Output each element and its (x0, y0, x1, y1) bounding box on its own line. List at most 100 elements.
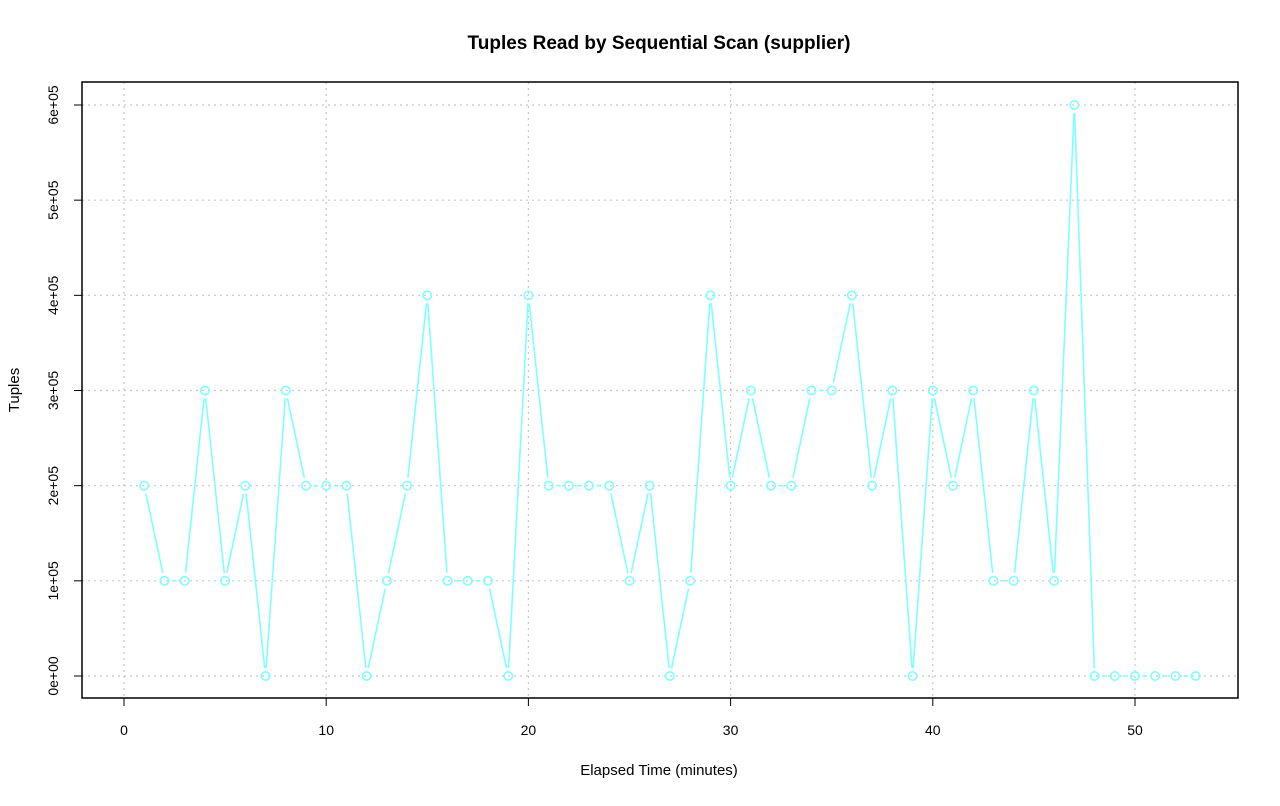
y-tick-label: 0e+00 (45, 656, 61, 696)
data-point (361, 670, 372, 681)
series-segment (630, 493, 649, 574)
series-segment (265, 398, 286, 669)
data-point (139, 480, 150, 491)
data-point (705, 290, 716, 301)
data-point (402, 480, 413, 491)
data-point (766, 480, 777, 491)
y-tick-label: 4e+05 (45, 275, 61, 315)
data-point (199, 385, 210, 396)
data-point (644, 480, 655, 491)
data-point (948, 480, 959, 491)
series-segment (225, 493, 245, 574)
data-point (300, 480, 311, 491)
data-point (927, 385, 938, 396)
data-point (1170, 670, 1181, 681)
data-point (381, 575, 392, 586)
data-point (725, 480, 736, 491)
data-point (786, 480, 797, 491)
data-point (1049, 575, 1060, 586)
series-segment (892, 398, 913, 669)
data-point (604, 480, 615, 491)
data-point (867, 480, 878, 491)
series-segment (953, 398, 973, 479)
data-point (503, 670, 514, 681)
data-point (1028, 385, 1039, 396)
series-line (145, 112, 1188, 677)
series-segment (145, 493, 164, 574)
y-axis: 0e+00 1e+05 2e+05 3e+05 4e+05 5e+05 6e+05 (45, 85, 83, 696)
data-point (159, 575, 170, 586)
data-point (968, 385, 979, 396)
series-layer (139, 100, 1201, 681)
data-point (1130, 670, 1141, 681)
data-point (584, 480, 595, 491)
x-axis: 0 10 20 30 40 50 (120, 697, 1143, 738)
data-point (685, 575, 696, 586)
series-segment (873, 398, 892, 479)
series-segment (670, 588, 690, 669)
series-segment (245, 493, 266, 669)
data-point (1089, 670, 1100, 681)
data-point (846, 290, 857, 301)
data-point (240, 480, 251, 491)
data-point (422, 290, 433, 301)
data-point (745, 385, 756, 396)
data-point (543, 480, 554, 491)
series-segment (973, 398, 994, 573)
series-segment (731, 398, 750, 479)
x-tick-label: 0 (120, 722, 128, 738)
series-segment (528, 303, 549, 478)
series-segment (912, 398, 934, 669)
series-segment (1053, 112, 1075, 573)
y-tick-label: 6e+05 (45, 85, 61, 125)
data-point (988, 575, 999, 586)
x-tick-label: 30 (723, 722, 739, 738)
data-point (482, 575, 493, 586)
x-tick-label: 50 (1127, 722, 1143, 738)
x-axis-label: Elapsed Time (minutes) (580, 762, 738, 779)
series-segment (751, 398, 771, 479)
data-point (826, 385, 837, 396)
series-segment (184, 398, 205, 573)
series-segment (851, 303, 873, 478)
x-tick-label: 20 (521, 722, 537, 738)
series-segment (710, 303, 731, 478)
data-point (563, 480, 574, 491)
data-point (1190, 670, 1201, 681)
y-tick-label: 5e+05 (45, 180, 61, 220)
data-point (442, 575, 453, 586)
data-point (806, 385, 817, 396)
data-point (523, 290, 534, 301)
data-point (220, 575, 231, 586)
data-point (624, 575, 635, 586)
y-tick-label: 3e+05 (45, 371, 61, 411)
data-point (462, 575, 473, 586)
y-tick-label: 2e+05 (45, 466, 61, 506)
data-point (179, 575, 190, 586)
series-segment (1013, 398, 1034, 573)
series-segment (387, 493, 407, 574)
series-segment (427, 303, 448, 573)
data-point (321, 480, 332, 491)
series-segment (488, 588, 508, 669)
data-point (664, 670, 675, 681)
data-point (1150, 670, 1161, 681)
data-point (907, 670, 918, 681)
data-point (341, 480, 352, 491)
series-segment (649, 493, 670, 669)
series-segment (346, 493, 367, 669)
grid (82, 82, 1238, 698)
y-tick-label: 1e+05 (45, 561, 61, 601)
x-tick-label: 10 (318, 722, 334, 738)
series-segment (286, 398, 306, 479)
data-point (887, 385, 898, 396)
data-point (280, 385, 291, 396)
series-segment (204, 398, 226, 573)
series-segment (933, 398, 953, 479)
series-segment (507, 303, 529, 669)
series-segment (832, 302, 852, 383)
series-segment (407, 303, 428, 478)
series-segment (1073, 112, 1096, 669)
chart-title: Tuples Read by Sequential Scan (supplier… (468, 33, 851, 54)
